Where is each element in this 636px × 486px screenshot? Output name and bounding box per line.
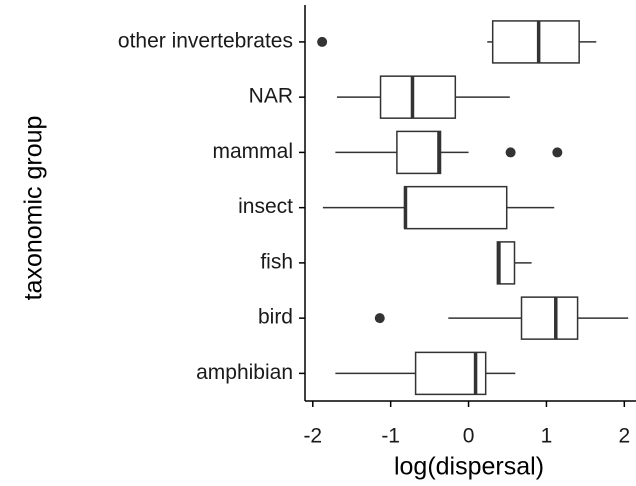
y-tick-label: NAR — [249, 85, 293, 108]
y-tick-label: mammal — [212, 140, 293, 163]
x-tick-label: 0 — [463, 425, 475, 448]
y-tick-label: fish — [260, 250, 293, 273]
y-tick-label: insect — [238, 195, 293, 218]
y-tick-label: bird — [258, 306, 293, 329]
outlier — [552, 147, 563, 158]
x-axis-title: log(dispersal) — [394, 453, 544, 481]
x-tick-label: 1 — [541, 425, 553, 448]
x-tick-label: 2 — [618, 425, 630, 448]
y-tick-label: amphibian — [196, 361, 293, 384]
y-axis-title: taxonomic group — [20, 116, 48, 301]
box — [396, 130, 442, 175]
outlier — [317, 36, 328, 47]
box — [520, 296, 579, 340]
box — [403, 185, 508, 230]
outlier — [374, 313, 385, 324]
y-tick-label: other invertebrates — [118, 29, 293, 52]
box — [491, 20, 580, 64]
x-tick-label: -1 — [381, 425, 400, 448]
x-tick-label: -2 — [303, 425, 322, 448]
outlier — [505, 147, 516, 158]
box — [379, 75, 457, 119]
